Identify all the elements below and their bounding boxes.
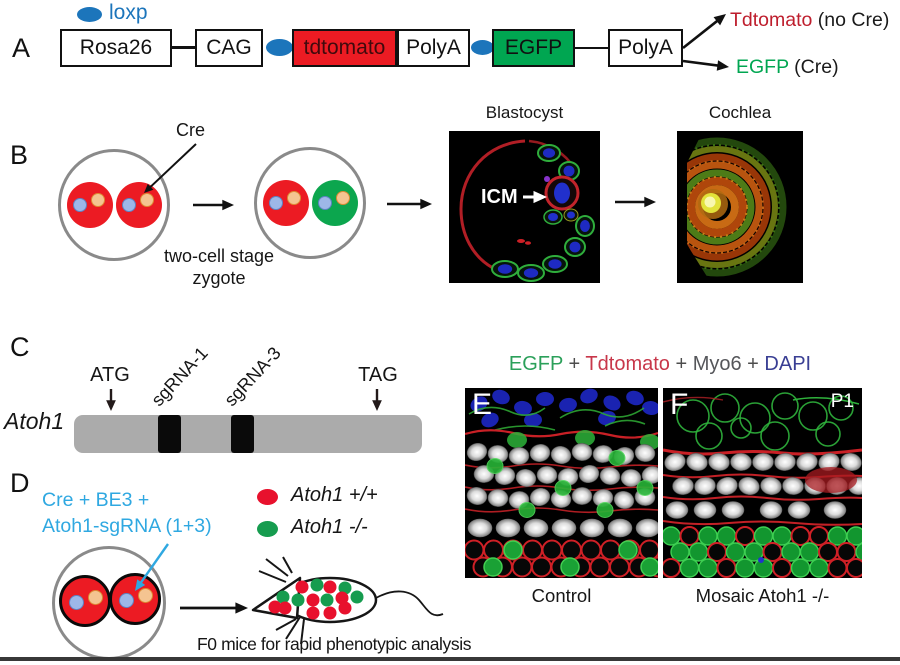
nucleus-tan: [287, 191, 301, 205]
panel-c-label: C: [10, 332, 30, 362]
tag-arrow-icon: [372, 389, 382, 411]
sgrna3-label: sgRNA-3: [220, 342, 285, 410]
panel-f-micrograph: F P1: [663, 388, 862, 578]
outcome-cre: EGFP (Cre): [736, 56, 839, 79]
legend-label-knockout: Atoh1 -/-: [291, 516, 368, 538]
connector-line: [575, 47, 608, 49]
nucleus-blue: [269, 196, 283, 210]
legend-dot-wildtype: [257, 489, 278, 505]
flow-arrow-icon: [387, 198, 432, 210]
stain-tdtomato: Tdtomato: [585, 353, 670, 375]
f0-caption: F0 mice for rapid phenotypic analysis: [197, 634, 472, 654]
nucleus-blue: [119, 593, 134, 608]
caption-mosaic: Mosaic Atoh1 -/-: [695, 585, 830, 606]
atg-arrow-icon: [106, 389, 116, 411]
zygote-outline-1: [58, 149, 170, 261]
blastomere-red: [263, 180, 309, 226]
panel-b-label: B: [10, 140, 29, 170]
flow-arrow-icon: [615, 196, 656, 208]
bottom-rule: [0, 657, 900, 661]
zygote-caption-line1: two-cell stage: [163, 246, 275, 266]
panel-f-letter: F: [670, 388, 689, 421]
legend-label-wildtype: Atoh1 +/+: [291, 484, 378, 506]
atoh1-gene-label: Atoh1: [4, 408, 65, 434]
sgrna1-label: sgRNA-1: [147, 342, 212, 410]
loxp-site-icon: [266, 39, 293, 56]
cre-arrow-icon: [144, 143, 197, 193]
plus-sign: +: [741, 353, 765, 375]
legend-dot-knockout: [257, 521, 278, 537]
polya-box-2: PolyA: [608, 29, 683, 67]
flow-arrow-icon: [193, 199, 234, 211]
cochlea-image: [677, 131, 787, 283]
blastocyst-micrograph: ICM: [449, 131, 600, 283]
nucleus-tan: [140, 193, 154, 207]
injection-line1: Cre + BE3 +: [42, 489, 150, 511]
tdtomato-box: tdtomato: [292, 29, 397, 67]
nucleus-blue: [69, 595, 84, 610]
zygote-caption: two-cell stage zygote: [148, 245, 290, 289]
nucleus-blue: [73, 198, 87, 212]
stain-header: EGFP + Tdtomato + Myo6 + DAPI: [455, 353, 865, 376]
nucleus-blue: [122, 198, 136, 212]
start-codon-label: ATG: [90, 364, 130, 386]
panel-e-letter: E: [472, 388, 493, 421]
stain-dapi: DAPI: [764, 353, 812, 375]
outcome-no-cre: Tdtomato (no Cre): [730, 9, 889, 32]
nucleus-tan: [138, 588, 153, 603]
egfp-box: EGFP: [492, 29, 575, 67]
injection-line2: Atoh1-sgRNA (1+3): [42, 515, 212, 537]
zygote-caption-line2: zygote: [192, 268, 246, 288]
blastocyst-title: Blastocyst: [485, 103, 564, 122]
rosa26-box: Rosa26: [60, 29, 172, 67]
blastocyst-image: [459, 139, 595, 282]
polya-box-1: PolyA: [397, 29, 470, 67]
icm-label: ICM: [481, 186, 518, 208]
panel-e-micrograph: E: [465, 388, 658, 578]
caption-control: Control: [531, 585, 592, 606]
cag-box: CAG: [195, 29, 263, 67]
nucleus-tan: [88, 590, 103, 605]
outcome-note-cre: (Cre): [788, 56, 839, 78]
plus-sign: +: [669, 353, 693, 375]
zygote-outline-2: [254, 147, 366, 259]
nucleus-tan: [336, 191, 350, 205]
plus-sign: +: [562, 353, 586, 375]
cre-label: Cre: [176, 120, 206, 140]
mosaic-cochlea-image: [663, 392, 862, 578]
stop-codon-label: TAG: [358, 364, 398, 386]
blastomere-red: [59, 575, 111, 627]
panel-d-label: D: [10, 468, 30, 498]
loxp-site-icon: [77, 7, 102, 22]
loxp-site-icon: [471, 40, 494, 55]
sgrna1-target-box: [158, 415, 181, 453]
blastomere-red: [109, 573, 161, 625]
blastomere-red: [116, 182, 162, 228]
injection-mix-label: Cre + BE3 + Atoh1-sgRNA (1+3): [42, 487, 212, 539]
icm-arrow-icon: [523, 190, 547, 204]
control-cochlea-image: [465, 388, 658, 578]
nucleus-tan: [91, 193, 105, 207]
panel-a-label: A: [12, 33, 31, 63]
outcome-gene-tdtomato: Tdtomato: [730, 9, 813, 31]
cochlea-micrograph: [677, 131, 803, 283]
flow-arrow-icon: [180, 602, 248, 614]
injection-arrow-icon: [135, 543, 169, 591]
outcome-note-no-cre: (no Cre): [812, 9, 890, 31]
stain-egfp: EGFP: [508, 353, 563, 375]
outcome-gene-egfp: EGFP: [736, 56, 789, 78]
stain-myo6: Myo6: [692, 353, 742, 375]
connector-line: [172, 46, 195, 49]
mosaic-mouse-illustration: [251, 556, 444, 645]
fork-arrows-icon: [682, 14, 729, 71]
nucleus-blue: [318, 196, 332, 210]
age-label: P1: [830, 391, 854, 412]
blastomere-green: [312, 180, 358, 226]
loxp-label: loxp: [109, 1, 148, 24]
cochlea-title: Cochlea: [708, 103, 772, 122]
sgrna3-target-box: [231, 415, 254, 453]
blastomere-red: [67, 182, 113, 228]
